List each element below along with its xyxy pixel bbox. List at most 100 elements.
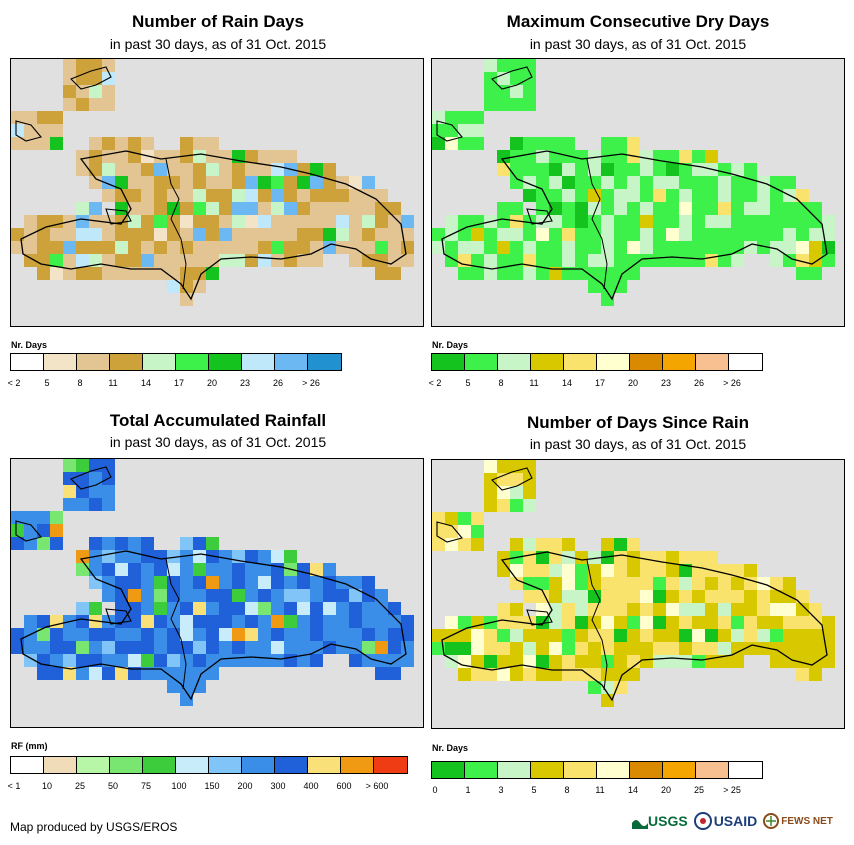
map-grid-cell (245, 254, 258, 267)
map-grid-cell (549, 215, 562, 228)
map-grid-cell (627, 603, 640, 616)
legend-tick-label: > 600 (365, 781, 389, 791)
map-grid-cell (76, 498, 89, 511)
map-grid-cell (692, 551, 705, 564)
map-grid-cell (154, 267, 167, 280)
map-grid-cell (601, 577, 614, 590)
map-grid-cell (497, 163, 510, 176)
map-grid-cell (37, 641, 50, 654)
map-grid-cell (523, 241, 536, 254)
legend-tick-label: 50 (107, 781, 119, 791)
map-grid-cell (89, 485, 102, 498)
map-grid-cell (193, 254, 206, 267)
map-grid-cell (484, 228, 497, 241)
map-grid-cell (310, 215, 323, 228)
map-grid-cell (141, 137, 154, 150)
map-grid-cell (536, 629, 549, 642)
map-grid-cell (796, 629, 809, 642)
map-grid-cell (666, 551, 679, 564)
map-grid-cell (297, 641, 310, 654)
legend-swatch (564, 762, 597, 778)
map-grid-cell (601, 189, 614, 202)
map-grid-cell (180, 537, 193, 550)
map-grid-cell (666, 254, 679, 267)
legend-swatch (242, 354, 275, 370)
map-grid-cell (362, 254, 375, 267)
small-island-outline (15, 66, 132, 225)
legend-swatch (465, 762, 498, 778)
map-grid-cell (640, 150, 653, 163)
map-grid-cell (809, 603, 822, 616)
map-grid-cell (679, 603, 692, 616)
map-grid-cell (63, 641, 76, 654)
map-grid-cell (362, 241, 375, 254)
map-grid-cell (627, 629, 640, 642)
legend-tick-label: 8 (564, 785, 570, 795)
map-grid-cell (11, 524, 24, 537)
map-grid-cell (809, 241, 822, 254)
map-grid-cell (718, 642, 731, 655)
map-grid-cell (141, 202, 154, 215)
map-grid-cell (588, 215, 601, 228)
map-grid-cell (770, 202, 783, 215)
map-grid-cell (822, 616, 835, 629)
map-grid-cell (744, 564, 757, 577)
map-grid-cell (757, 642, 770, 655)
map-grid-cell (653, 176, 666, 189)
map-grid-cell (206, 189, 219, 202)
map-grid-cell (141, 602, 154, 615)
map-grid-cell (445, 111, 458, 124)
map-grid-cell (718, 590, 731, 603)
map-grid-cell (432, 538, 445, 551)
map-grid-cell (141, 228, 154, 241)
map-grid-cell (510, 72, 523, 85)
map-grid-cell (692, 655, 705, 668)
map-grid-cell (37, 511, 50, 524)
map-grid-cell (536, 577, 549, 590)
map-grid-cell (575, 254, 588, 267)
map-grid-cell (445, 616, 458, 629)
map-grid-cell (445, 512, 458, 525)
panel-subtitle: in past 30 days, as of 31 Oct. 2015 (109, 434, 327, 450)
legend-tick-label: 23 (660, 378, 672, 388)
map-grid-cell (458, 228, 471, 241)
map-grid-cell (627, 241, 640, 254)
legend-tick-label: 23 (239, 378, 251, 388)
map-grid-cell (718, 655, 731, 668)
map-grid-cell (523, 655, 536, 668)
map-grid-cell (37, 524, 50, 537)
map-grid-cell (193, 189, 206, 202)
map-grid-cell (653, 629, 666, 642)
map-grid-cell (50, 667, 63, 680)
map-grid-cell (718, 215, 731, 228)
panel-title: Maximum Consecutive Dry Days (506, 12, 770, 31)
map-grid-cell (219, 615, 232, 628)
map-grid-cell (63, 485, 76, 498)
legend-swatch (696, 354, 729, 370)
map-grid-cell (193, 628, 206, 641)
map-grid-cell (484, 668, 497, 681)
map-grid-cell (679, 163, 692, 176)
map-grid-cell (154, 628, 167, 641)
map-grid-cell (206, 537, 219, 550)
map-grid-cell (206, 615, 219, 628)
map-grid-cell (588, 254, 601, 267)
map-grid-cell (167, 680, 180, 693)
legend-swatch (209, 757, 242, 773)
map-grid-cell (50, 111, 63, 124)
map-grid-cell (523, 98, 536, 111)
map-grid-cell (484, 254, 497, 267)
legend-bar (431, 761, 763, 779)
map-grid-cell (167, 550, 180, 563)
map-grid-cell (24, 615, 37, 628)
map-grid-cell (549, 137, 562, 150)
map-grid-cell (37, 215, 50, 228)
map-grid-cell (297, 615, 310, 628)
map-grid-cell (731, 202, 744, 215)
map-grid-cell (76, 563, 89, 576)
map-grid-cell (601, 603, 614, 616)
map-grid-cell (783, 577, 796, 590)
map-grid-cell (562, 590, 575, 603)
map-days-since-rain (431, 459, 845, 729)
map-grid-cell (705, 655, 718, 668)
